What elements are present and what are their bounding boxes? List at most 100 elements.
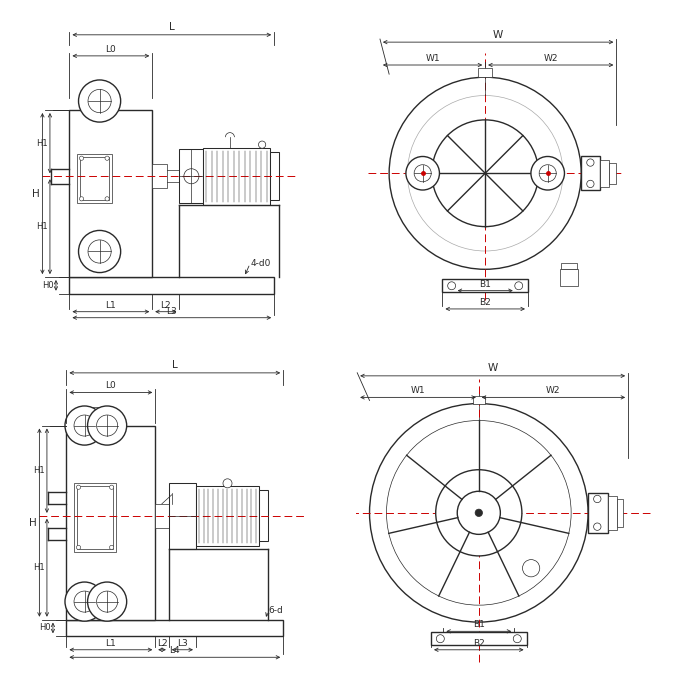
- Circle shape: [79, 156, 83, 160]
- Text: L3: L3: [177, 639, 187, 648]
- Circle shape: [184, 168, 199, 184]
- Text: W: W: [488, 363, 498, 374]
- Circle shape: [475, 509, 482, 516]
- Text: H1: H1: [36, 139, 48, 148]
- Circle shape: [88, 406, 127, 445]
- Circle shape: [531, 157, 564, 190]
- Circle shape: [79, 197, 83, 201]
- Circle shape: [77, 485, 81, 489]
- Bar: [77, 486, 113, 549]
- Bar: [66, 620, 283, 636]
- Text: B2: B2: [479, 298, 491, 307]
- Text: B1: B1: [473, 620, 485, 629]
- Circle shape: [88, 582, 127, 621]
- Circle shape: [369, 403, 588, 622]
- Bar: [588, 493, 608, 533]
- Text: L0: L0: [105, 381, 116, 390]
- Circle shape: [436, 635, 445, 642]
- Bar: [196, 486, 259, 546]
- Circle shape: [259, 141, 265, 148]
- Bar: [443, 279, 528, 292]
- Bar: [80, 407, 100, 426]
- Circle shape: [436, 470, 522, 556]
- Circle shape: [74, 591, 95, 612]
- Bar: [581, 157, 600, 190]
- Circle shape: [457, 491, 500, 534]
- Circle shape: [77, 545, 81, 550]
- Circle shape: [79, 80, 120, 122]
- Circle shape: [96, 415, 118, 436]
- Circle shape: [96, 591, 118, 612]
- Circle shape: [88, 240, 111, 263]
- Circle shape: [432, 120, 538, 227]
- Bar: [560, 270, 578, 286]
- Circle shape: [88, 89, 111, 112]
- Bar: [70, 110, 153, 277]
- Circle shape: [523, 560, 540, 577]
- Bar: [269, 152, 278, 200]
- Bar: [608, 496, 617, 529]
- Bar: [600, 159, 609, 187]
- Circle shape: [65, 406, 104, 445]
- Circle shape: [65, 582, 104, 621]
- Text: H: H: [29, 518, 37, 527]
- Circle shape: [79, 231, 120, 272]
- Circle shape: [594, 523, 601, 530]
- Bar: [479, 68, 492, 77]
- Text: W2: W2: [544, 54, 558, 63]
- Bar: [66, 426, 155, 620]
- Circle shape: [386, 421, 571, 605]
- Text: 4-d0: 4-d0: [250, 259, 270, 268]
- Text: B1: B1: [479, 279, 491, 288]
- Bar: [74, 483, 116, 552]
- Circle shape: [515, 282, 523, 290]
- Circle shape: [594, 495, 601, 502]
- Circle shape: [587, 159, 594, 166]
- Circle shape: [414, 165, 431, 182]
- Bar: [431, 632, 527, 645]
- Bar: [203, 148, 269, 205]
- Bar: [562, 263, 577, 270]
- Circle shape: [105, 197, 109, 201]
- Bar: [259, 490, 267, 541]
- Text: L2: L2: [161, 301, 171, 310]
- Bar: [83, 89, 105, 110]
- Text: B2: B2: [473, 639, 485, 648]
- Text: W1: W1: [410, 386, 425, 395]
- Text: 6-d: 6-d: [268, 606, 283, 615]
- Text: H0: H0: [42, 281, 54, 290]
- Text: L0: L0: [105, 45, 116, 54]
- Circle shape: [74, 415, 95, 436]
- Circle shape: [109, 545, 114, 550]
- Bar: [617, 499, 624, 527]
- Circle shape: [587, 180, 594, 188]
- Bar: [155, 504, 169, 528]
- Text: W: W: [493, 30, 503, 40]
- Text: L3: L3: [166, 306, 177, 315]
- Circle shape: [105, 156, 109, 160]
- Circle shape: [448, 282, 456, 290]
- Circle shape: [389, 77, 581, 270]
- Text: L: L: [169, 22, 174, 33]
- Text: H1: H1: [34, 466, 45, 475]
- Bar: [77, 154, 111, 203]
- Text: L2: L2: [157, 639, 168, 648]
- Circle shape: [109, 485, 114, 489]
- Circle shape: [406, 157, 439, 190]
- Bar: [153, 164, 168, 188]
- Text: L: L: [172, 360, 178, 371]
- Circle shape: [513, 635, 521, 642]
- Text: H0: H0: [39, 624, 51, 633]
- Text: L1: L1: [105, 639, 116, 648]
- Bar: [473, 396, 485, 403]
- Circle shape: [539, 165, 556, 182]
- Circle shape: [223, 479, 232, 488]
- Text: H1: H1: [34, 563, 45, 572]
- Bar: [609, 163, 616, 184]
- Text: H: H: [32, 188, 40, 199]
- Text: L4: L4: [170, 646, 180, 655]
- Text: L1: L1: [105, 301, 116, 310]
- Text: H1: H1: [36, 222, 48, 231]
- Bar: [70, 277, 274, 294]
- Text: W2: W2: [547, 386, 561, 395]
